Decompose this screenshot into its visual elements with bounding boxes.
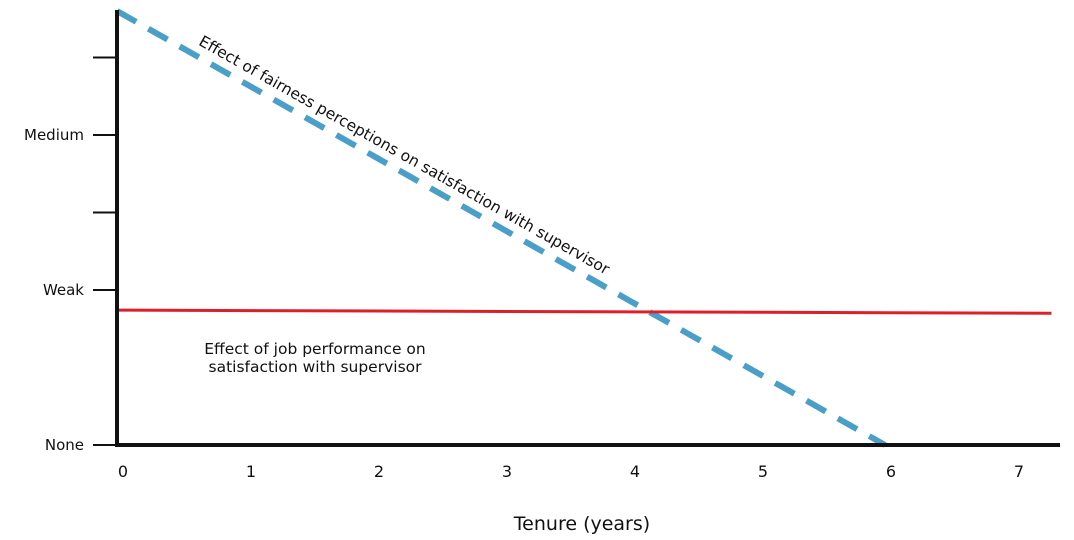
x-tick-label: 2	[374, 462, 384, 481]
x-tick-label: 4	[630, 462, 640, 481]
x-tick-label: 1	[246, 462, 256, 481]
y-ticks: NoneWeakMediumStrong	[24, 56, 119, 454]
y-tick-label: Weak	[43, 281, 84, 299]
series-layer	[115, 8, 1052, 448]
x-ticks: 0 1 2 3 4 5 6 7	[118, 462, 1024, 481]
x-tick-label: 5	[758, 462, 768, 481]
fairness-series-label: Effect of fairness perceptions on satisf…	[196, 32, 613, 278]
fairness-effect-line	[115, 8, 887, 448]
y-tick-label: None	[45, 436, 84, 454]
x-axis-label: Tenure (years)	[513, 513, 650, 535]
x-tick-label: 6	[886, 462, 896, 481]
x-tick-label: 7	[1014, 462, 1024, 481]
job-performance-series-label: Effect of job performance on	[204, 340, 425, 358]
y-tick-label: Medium	[24, 126, 84, 144]
x-tick-label: 0	[118, 462, 128, 481]
job-performance-effect-line	[116, 308, 1052, 315]
labels-layer: Effect of fairness perceptions on satisf…	[196, 32, 613, 376]
job-performance-series-label: satisfaction with supervisor	[209, 358, 423, 376]
x-tick-label: 3	[502, 462, 512, 481]
